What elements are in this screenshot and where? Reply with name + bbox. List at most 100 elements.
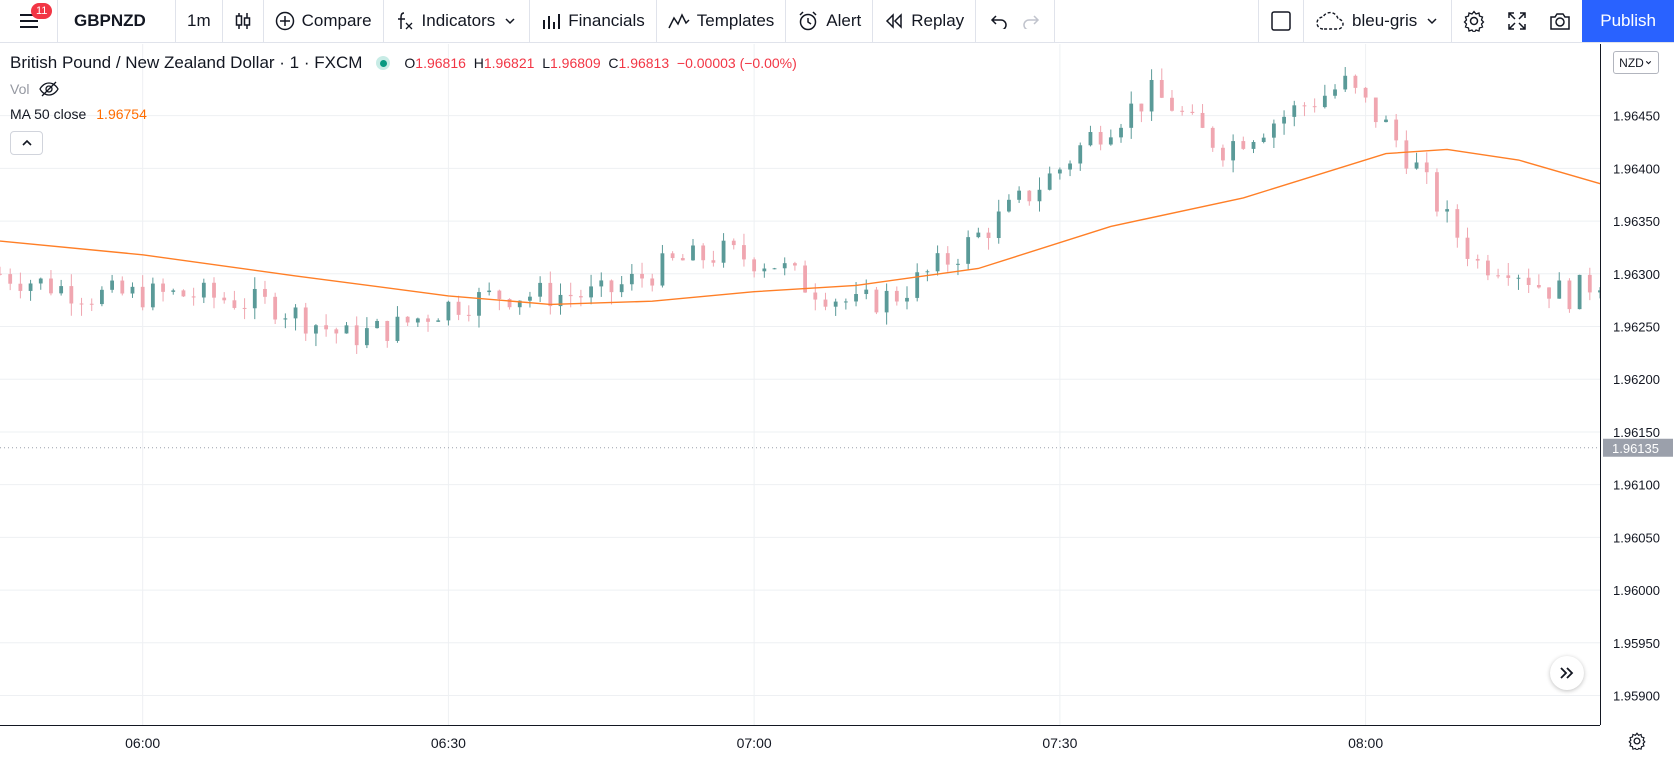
open-value: 1.96816: [415, 55, 466, 71]
candle-up: [1088, 132, 1093, 146]
candle-up: [1343, 75, 1348, 90]
indicators-button[interactable]: Indicators: [384, 0, 531, 42]
high-label: H: [473, 55, 484, 71]
market-status-icon[interactable]: [376, 56, 391, 70]
candle-down: [1190, 111, 1195, 113]
candle-up: [1057, 169, 1062, 174]
candle-up: [110, 280, 115, 290]
save-layout-button[interactable]: bleu-gris: [1304, 0, 1453, 42]
change-value: −0.00003 (−0.00%): [676, 55, 797, 71]
candle-up: [1119, 127, 1123, 138]
symbol-title[interactable]: British Pound / New Zealand Dollar · 1 ·…: [10, 53, 363, 72]
candle-up: [1251, 142, 1256, 149]
candle-down: [1139, 103, 1144, 112]
chart-style-button[interactable]: [223, 0, 264, 42]
redo-icon[interactable]: [1022, 13, 1040, 29]
candle-down: [1027, 190, 1032, 202]
rewind-icon: [886, 13, 902, 29]
templates-button[interactable]: Templates: [657, 0, 787, 42]
candle-down: [813, 292, 818, 300]
replay-button[interactable]: Replay: [873, 0, 977, 42]
legend-volume[interactable]: Vol: [10, 76, 797, 102]
price-axis[interactable]: 1.96450 1.96400 1.96350 1.96300 1.96250 1.962…: [1600, 44, 1674, 725]
candle-down: [568, 294, 573, 297]
collapse-legend-button[interactable]: [10, 131, 43, 155]
candle-down: [1394, 119, 1399, 141]
last-price-label: 1.96135: [1612, 441, 1659, 456]
time-axis[interactable]: 06:0006:3007:0007:3008:0008:3009:0009:30…: [0, 725, 1674, 757]
candle-up: [762, 268, 767, 272]
candle-up: [884, 290, 889, 313]
candle-down: [1353, 75, 1358, 88]
candle-up: [1384, 119, 1388, 123]
candle-up: [59, 286, 64, 294]
candle-up: [976, 232, 981, 238]
candle-down: [1536, 284, 1541, 288]
candle-up: [558, 294, 563, 307]
axis-settings-button[interactable]: [1600, 725, 1674, 757]
fx-icon: [397, 12, 413, 30]
candle-up: [782, 263, 787, 269]
candle-up: [1292, 105, 1297, 117]
main-menu-button[interactable]: 11: [0, 0, 58, 42]
candle-up: [100, 289, 104, 305]
settings-button[interactable]: [1452, 0, 1496, 42]
volume-label: Vol: [10, 81, 30, 97]
candle-up: [395, 316, 400, 341]
alert-button[interactable]: Alert: [786, 0, 874, 42]
plus-circle-icon: [275, 11, 294, 31]
financials-label: Financials: [568, 11, 645, 30]
legend-ma[interactable]: MA 50 close 1.96754: [10, 102, 797, 126]
candle-down: [8, 274, 13, 284]
grid: [0, 44, 1672, 725]
publish-button[interactable]: Publish: [1582, 0, 1674, 42]
layout-button[interactable]: [1258, 0, 1305, 42]
candle-up: [1078, 145, 1083, 164]
candle-down: [222, 297, 227, 301]
candle-down: [1180, 110, 1185, 112]
fullscreen-button[interactable]: [1496, 0, 1538, 42]
candle-down: [578, 296, 583, 298]
currency-select[interactable]: NZD: [1613, 51, 1659, 74]
interval-button[interactable]: 1m: [176, 0, 223, 42]
compare-button[interactable]: Compare: [264, 0, 384, 42]
symbol-search-button[interactable]: GBPNZD: [58, 0, 176, 42]
price-tick-label: 1.96050: [1613, 530, 1660, 545]
chart-pane[interactable]: [0, 44, 1674, 725]
scroll-to-realtime-button[interactable]: [1550, 656, 1584, 690]
chevron-down-icon: [1427, 18, 1437, 25]
high-value: 1.96821: [483, 55, 535, 71]
candle-down: [640, 273, 644, 279]
candle-up: [599, 280, 604, 287]
candle-up: [1516, 277, 1521, 279]
candle-down: [1506, 275, 1511, 278]
candle-down: [894, 290, 899, 302]
undo-icon[interactable]: [990, 13, 1008, 29]
candle-down: [466, 314, 471, 316]
candle-down: [456, 301, 461, 315]
time-tick-label: 07:30: [1042, 735, 1077, 751]
financials-button[interactable]: Financials: [530, 0, 657, 42]
candle-up: [538, 282, 543, 297]
candle-down: [1241, 141, 1246, 149]
snapshot-button[interactable]: [1538, 0, 1582, 42]
candle-down: [742, 245, 746, 260]
candle-up: [436, 320, 441, 322]
ohlc-values: O1.96816 H1.96821 L1.96809 C1.96813 −0.0…: [404, 55, 796, 71]
alarm-clock-icon: [799, 11, 817, 31]
candle-up: [833, 301, 838, 307]
price-chart[interactable]: [0, 44, 1674, 725]
candle-down: [89, 303, 94, 305]
legend-main-series[interactable]: British Pound / New Zealand Dollar · 1 ·…: [10, 52, 797, 74]
candle-up: [1068, 163, 1072, 170]
candle-up: [1017, 190, 1022, 200]
candle-down: [803, 265, 807, 293]
price-tick-label: 1.95900: [1613, 688, 1660, 703]
candle-up: [252, 288, 257, 309]
gear-icon: [1628, 732, 1646, 750]
candle-down: [701, 245, 706, 261]
candle-up: [1231, 141, 1236, 161]
time-tick-label: 08:00: [1348, 735, 1383, 751]
chart-legend: British Pound / New Zealand Dollar · 1 ·…: [10, 52, 797, 126]
eye-hidden-icon[interactable]: [39, 81, 60, 97]
